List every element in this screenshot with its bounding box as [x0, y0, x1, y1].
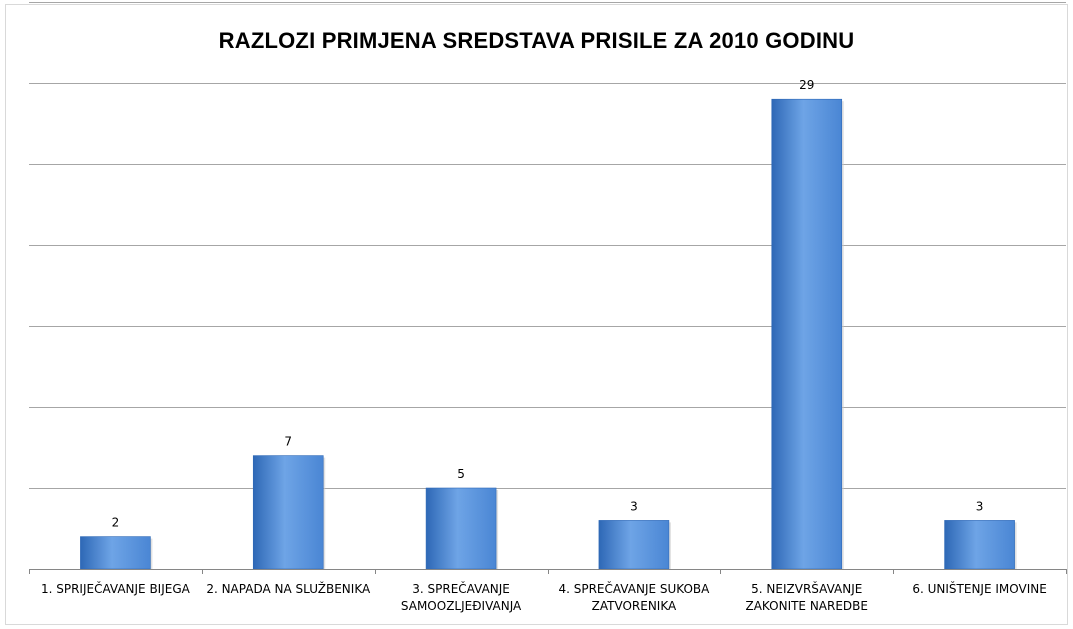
y-gridlines — [29, 2, 1066, 489]
category-label: 6. UNIŠTENJE IMOVINE — [912, 581, 1046, 596]
category-label: 5. NEIZVRŠAVANJE — [751, 581, 862, 596]
category-label: 1. SPRIJEČAVANJE BIJEGA — [41, 581, 191, 596]
bar — [944, 520, 1015, 570]
bar — [771, 98, 843, 570]
chart-title: RAZLOZI PRIMJENA SREDSTAVA PRISILE ZA 20… — [218, 28, 855, 53]
bar — [425, 487, 497, 570]
category-label: 3. SPREČAVANJE — [412, 581, 510, 596]
bar — [252, 455, 324, 570]
category-label: ZATVORENIKA — [592, 599, 677, 613]
x-axis — [29, 569, 1067, 574]
category-label: ZAKONITE NAREDBE — [746, 599, 869, 613]
data-label: 3 — [976, 499, 984, 513]
bar-series — [80, 98, 1017, 570]
data-label: 2 — [112, 516, 120, 530]
data-label: 29 — [799, 78, 814, 92]
data-label: 3 — [630, 499, 638, 513]
category-label: SAMOOZLJEĐIVANJA — [401, 599, 522, 613]
chart-frame — [5, 4, 1068, 625]
data-labels: 2 7 5 3 29 3 — [112, 78, 984, 529]
category-label: 2. NAPADA NA SLUŽBENIKA — [206, 581, 371, 596]
data-label: 5 — [457, 467, 465, 481]
category-labels: 1. SPRIJEČAVANJE BIJEGA 2. NAPADA NA SLUŽ… — [41, 581, 1047, 613]
bar — [598, 520, 670, 570]
category-label: 4. SPREČAVANJE SUKOBA — [558, 581, 710, 596]
bar — [80, 536, 151, 570]
data-label: 7 — [284, 435, 292, 449]
